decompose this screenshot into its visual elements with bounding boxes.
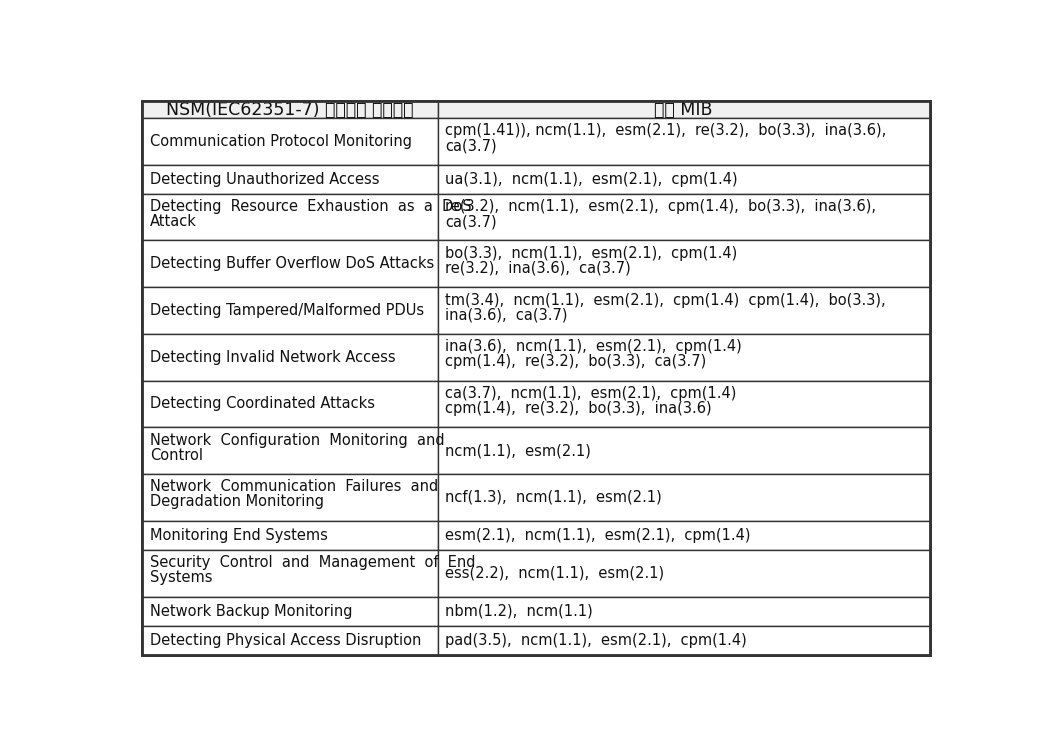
Text: Network  Configuration  Monitoring  and: Network Configuration Monitoring and — [151, 433, 445, 448]
Bar — [142, 474, 437, 521]
Bar — [142, 118, 437, 165]
Text: Network Backup Monitoring: Network Backup Monitoring — [151, 604, 353, 619]
Bar — [142, 597, 437, 626]
Bar — [142, 287, 437, 334]
Text: ess(2.2),  ncm(1.1),  esm(2.1): ess(2.2), ncm(1.1), esm(2.1) — [446, 565, 664, 580]
Text: ncf(1.3),  ncm(1.1),  esm(2.1): ncf(1.3), ncm(1.1), esm(2.1) — [446, 490, 662, 505]
Text: bo(3.3),  ncm(1.1),  esm(2.1),  cpm(1.4): bo(3.3), ncm(1.1), esm(2.1), cpm(1.4) — [446, 246, 737, 261]
Text: NSM(IEC62351-7) 보안관리 요구사항: NSM(IEC62351-7) 보안관리 요구사항 — [166, 100, 414, 118]
Bar — [142, 165, 437, 194]
Text: Security  Control  and  Management  of  End: Security Control and Management of End — [151, 555, 476, 570]
Bar — [437, 474, 930, 521]
Text: re(3.2),  ina(3.6),  ca(3.7): re(3.2), ina(3.6), ca(3.7) — [446, 261, 631, 276]
Bar — [142, 550, 437, 597]
Text: Detecting  Resource  Exhaustion  as  a  DoS: Detecting Resource Exhaustion as a DoS — [151, 199, 472, 214]
Bar — [437, 165, 930, 194]
Text: Detecting Unauthorized Access: Detecting Unauthorized Access — [151, 172, 380, 187]
Text: ca(3.7): ca(3.7) — [446, 214, 497, 229]
Text: Network  Communication  Failures  and: Network Communication Failures and — [151, 479, 438, 494]
Bar — [437, 240, 930, 287]
Text: ncm(1.1),  esm(2.1): ncm(1.1), esm(2.1) — [446, 443, 591, 458]
Text: re(3.2),  ncm(1.1),  esm(2.1),  cpm(1.4),  bo(3.3),  ina(3.6),: re(3.2), ncm(1.1), esm(2.1), cpm(1.4), b… — [446, 199, 877, 214]
Bar — [437, 101, 930, 118]
Text: ina(3.6),  ca(3.7): ina(3.6), ca(3.7) — [446, 308, 568, 323]
Bar — [142, 380, 437, 427]
Text: cpm(1.4),  re(3.2),  bo(3.3),  ina(3.6): cpm(1.4), re(3.2), bo(3.3), ina(3.6) — [446, 401, 712, 416]
Text: cpm(1.4),  re(3.2),  bo(3.3),  ca(3.7): cpm(1.4), re(3.2), bo(3.3), ca(3.7) — [446, 354, 707, 369]
Bar — [142, 427, 437, 474]
Bar — [142, 240, 437, 287]
Bar — [437, 118, 930, 165]
Text: Attack: Attack — [151, 214, 197, 229]
Text: ua(3.1),  ncm(1.1),  esm(2.1),  cpm(1.4): ua(3.1), ncm(1.1), esm(2.1), cpm(1.4) — [446, 172, 738, 187]
Bar — [437, 287, 930, 334]
Text: 관련 MIB: 관련 MIB — [655, 100, 713, 118]
Bar — [142, 101, 437, 118]
Bar — [142, 626, 437, 655]
Text: Degradation Monitoring: Degradation Monitoring — [151, 494, 324, 509]
Text: tm(3.4),  ncm(1.1),  esm(2.1),  cpm(1.4)  cpm(1.4),  bo(3.3),: tm(3.4), ncm(1.1), esm(2.1), cpm(1.4) cp… — [446, 293, 886, 308]
Text: Detecting Tampered/Malformed PDUs: Detecting Tampered/Malformed PDUs — [151, 303, 425, 318]
Text: Detecting Physical Access Disruption: Detecting Physical Access Disruption — [151, 633, 422, 648]
Text: Control: Control — [151, 448, 203, 463]
Text: Monitoring End Systems: Monitoring End Systems — [151, 528, 328, 543]
Text: pad(3.5),  ncm(1.1),  esm(2.1),  cpm(1.4): pad(3.5), ncm(1.1), esm(2.1), cpm(1.4) — [446, 633, 747, 648]
Bar — [437, 194, 930, 240]
Bar — [142, 194, 437, 240]
Bar — [437, 597, 930, 626]
Text: Detecting Buffer Overflow DoS Attacks: Detecting Buffer Overflow DoS Attacks — [151, 256, 434, 271]
Text: nbm(1.2),  ncm(1.1): nbm(1.2), ncm(1.1) — [446, 604, 593, 619]
Text: Detecting Coordinated Attacks: Detecting Coordinated Attacks — [151, 396, 376, 411]
Bar — [437, 427, 930, 474]
Text: Communication Protocol Monitoring: Communication Protocol Monitoring — [151, 133, 412, 148]
Text: Detecting Invalid Network Access: Detecting Invalid Network Access — [151, 350, 395, 365]
Text: ina(3.6),  ncm(1.1),  esm(2.1),  cpm(1.4): ina(3.6), ncm(1.1), esm(2.1), cpm(1.4) — [446, 339, 743, 354]
Text: ca(3.7),  ncm(1.1),  esm(2.1),  cpm(1.4): ca(3.7), ncm(1.1), esm(2.1), cpm(1.4) — [446, 386, 736, 401]
Bar — [437, 626, 930, 655]
Text: Systems: Systems — [151, 570, 212, 585]
Bar — [142, 334, 437, 380]
Text: cpm(1.41)), ncm(1.1),  esm(2.1),  re(3.2),  bo(3.3),  ina(3.6),: cpm(1.41)), ncm(1.1), esm(2.1), re(3.2),… — [446, 123, 887, 138]
Text: esm(2.1),  ncm(1.1),  esm(2.1),  cpm(1.4): esm(2.1), ncm(1.1), esm(2.1), cpm(1.4) — [446, 528, 751, 543]
Bar — [437, 380, 930, 427]
Bar — [437, 521, 930, 550]
Text: ca(3.7): ca(3.7) — [446, 138, 497, 153]
Bar — [437, 550, 930, 597]
Bar — [437, 334, 930, 380]
Bar — [142, 521, 437, 550]
